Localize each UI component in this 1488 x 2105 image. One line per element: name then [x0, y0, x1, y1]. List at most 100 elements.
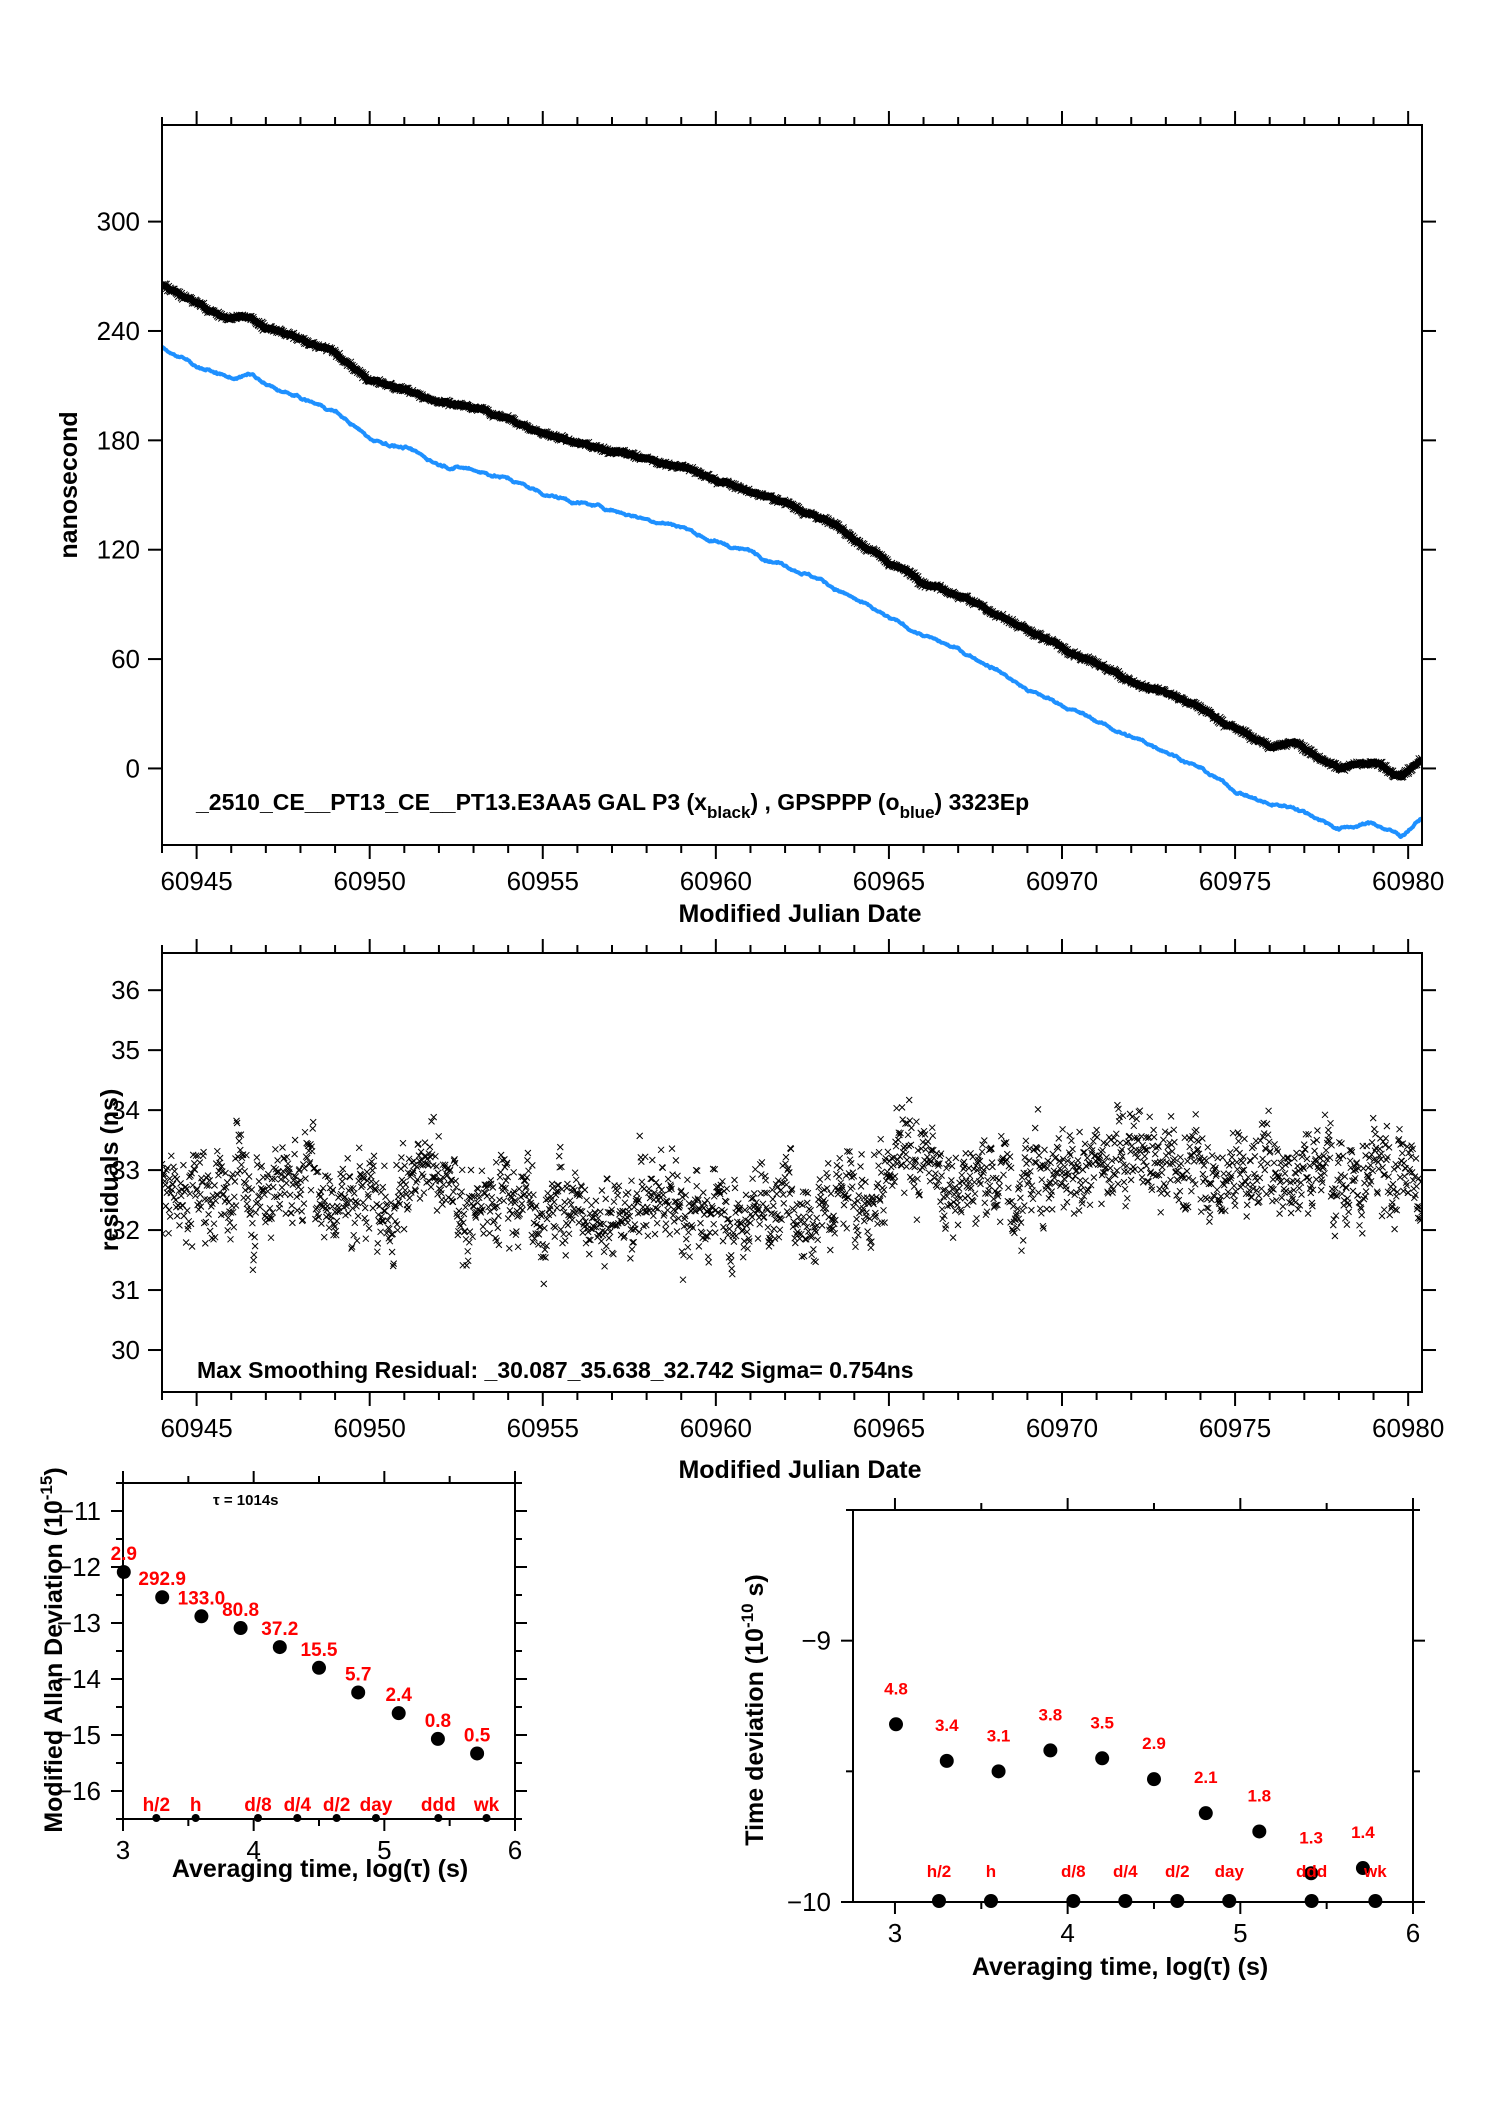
residual-point [803, 1199, 811, 1207]
residual-point [516, 1210, 524, 1218]
series-marker-x [163, 284, 174, 295]
residual-point [1162, 1182, 1169, 1190]
residual-point [409, 1169, 417, 1177]
series-marker-x [593, 443, 603, 453]
series-marker-x [808, 510, 817, 519]
residual-point [344, 1155, 352, 1162]
residual-point [286, 1165, 293, 1173]
residual-point [813, 1222, 821, 1229]
residual-point [648, 1156, 656, 1164]
residual-point [1401, 1172, 1408, 1180]
residual-point [1171, 1155, 1179, 1163]
residual-point [704, 1253, 712, 1261]
residual-point [385, 1225, 393, 1233]
residual-point [797, 1218, 805, 1225]
residual-point [558, 1185, 566, 1193]
series-marker-x [625, 449, 635, 459]
series-marker-x [721, 478, 730, 487]
residual-point [675, 1215, 682, 1222]
residual-point [1191, 1180, 1199, 1188]
residual-point [635, 1196, 642, 1204]
residual-point [290, 1172, 298, 1180]
series-marker-x [1234, 725, 1242, 734]
deviation-point [233, 1621, 248, 1636]
residual-point [937, 1150, 945, 1158]
x-tick-label: 60980 [1372, 866, 1444, 896]
residual-point [561, 1237, 569, 1244]
residual-point [1299, 1149, 1306, 1157]
residual-point [995, 1189, 1002, 1197]
residual-point [1195, 1150, 1203, 1158]
phase-plot-frame [161, 124, 1423, 846]
residual-point [1372, 1130, 1379, 1138]
residual-point [1165, 1130, 1173, 1137]
residual-point [309, 1125, 317, 1132]
residual-point [518, 1200, 526, 1207]
residual-point [248, 1186, 256, 1193]
residual-point [235, 1131, 243, 1139]
residual-point [585, 1250, 593, 1258]
residual-point [1417, 1217, 1422, 1224]
residual-point [1394, 1163, 1402, 1170]
residual-point [203, 1182, 211, 1189]
y-tick-label: 0 [126, 753, 140, 783]
residual-point [952, 1154, 960, 1162]
residual-point [966, 1172, 974, 1180]
residual-point [983, 1163, 990, 1171]
residual-point [677, 1188, 685, 1196]
y-tick-label: 32 [111, 1215, 140, 1245]
residual-point [166, 1175, 174, 1182]
residual-point [1035, 1189, 1042, 1196]
deviation-point [194, 1609, 209, 1624]
residual-point [1300, 1165, 1308, 1172]
residuals-plot-frame [161, 952, 1423, 1393]
residual-point [315, 1213, 323, 1221]
residual-point [241, 1167, 249, 1175]
deviation-point [1146, 1772, 1161, 1787]
residual-point [598, 1187, 606, 1194]
residual-point [289, 1219, 296, 1227]
residual-point [755, 1206, 762, 1214]
residual-point [1329, 1221, 1337, 1229]
residual-point [1121, 1185, 1129, 1193]
residual-point [865, 1200, 873, 1208]
residual-point [888, 1182, 896, 1190]
residual-point [748, 1195, 755, 1203]
series-marker-x [1204, 708, 1214, 718]
residual-point [230, 1193, 238, 1201]
residual-point [1203, 1204, 1211, 1212]
residual-point [1403, 1182, 1411, 1189]
residual-point [361, 1204, 369, 1212]
residual-point [840, 1220, 847, 1228]
residual-point [1031, 1124, 1039, 1132]
residual-point [284, 1160, 292, 1168]
residual-point [892, 1142, 900, 1150]
series-marker-x [384, 381, 392, 389]
residual-point [188, 1243, 196, 1250]
residual-point [717, 1181, 725, 1189]
residual-point [694, 1195, 702, 1202]
series-marker-x [1383, 766, 1394, 777]
residual-point [939, 1187, 947, 1194]
deviation-value-label: 0.5 [464, 1725, 491, 1746]
residual-point [1029, 1187, 1036, 1194]
residual-point [1220, 1170, 1228, 1178]
residual-point [300, 1200, 308, 1207]
residual-point [1276, 1210, 1283, 1217]
residual-point [857, 1163, 864, 1170]
residual-point [1040, 1225, 1047, 1232]
residual-point [486, 1229, 493, 1237]
residual-point [1005, 1184, 1012, 1192]
residual-point [1120, 1178, 1128, 1186]
residual-point [1080, 1192, 1088, 1200]
residual-point [553, 1188, 560, 1195]
y-tick-label: 31 [111, 1275, 140, 1305]
residual-point [969, 1153, 977, 1161]
residual-point [1396, 1174, 1404, 1181]
residual-point [997, 1132, 1005, 1140]
residual-point [557, 1226, 565, 1233]
residual-point [644, 1203, 651, 1211]
residual-point [524, 1149, 532, 1157]
residual-point [434, 1169, 442, 1177]
tdev-y-title-end: s) [741, 1574, 769, 1603]
